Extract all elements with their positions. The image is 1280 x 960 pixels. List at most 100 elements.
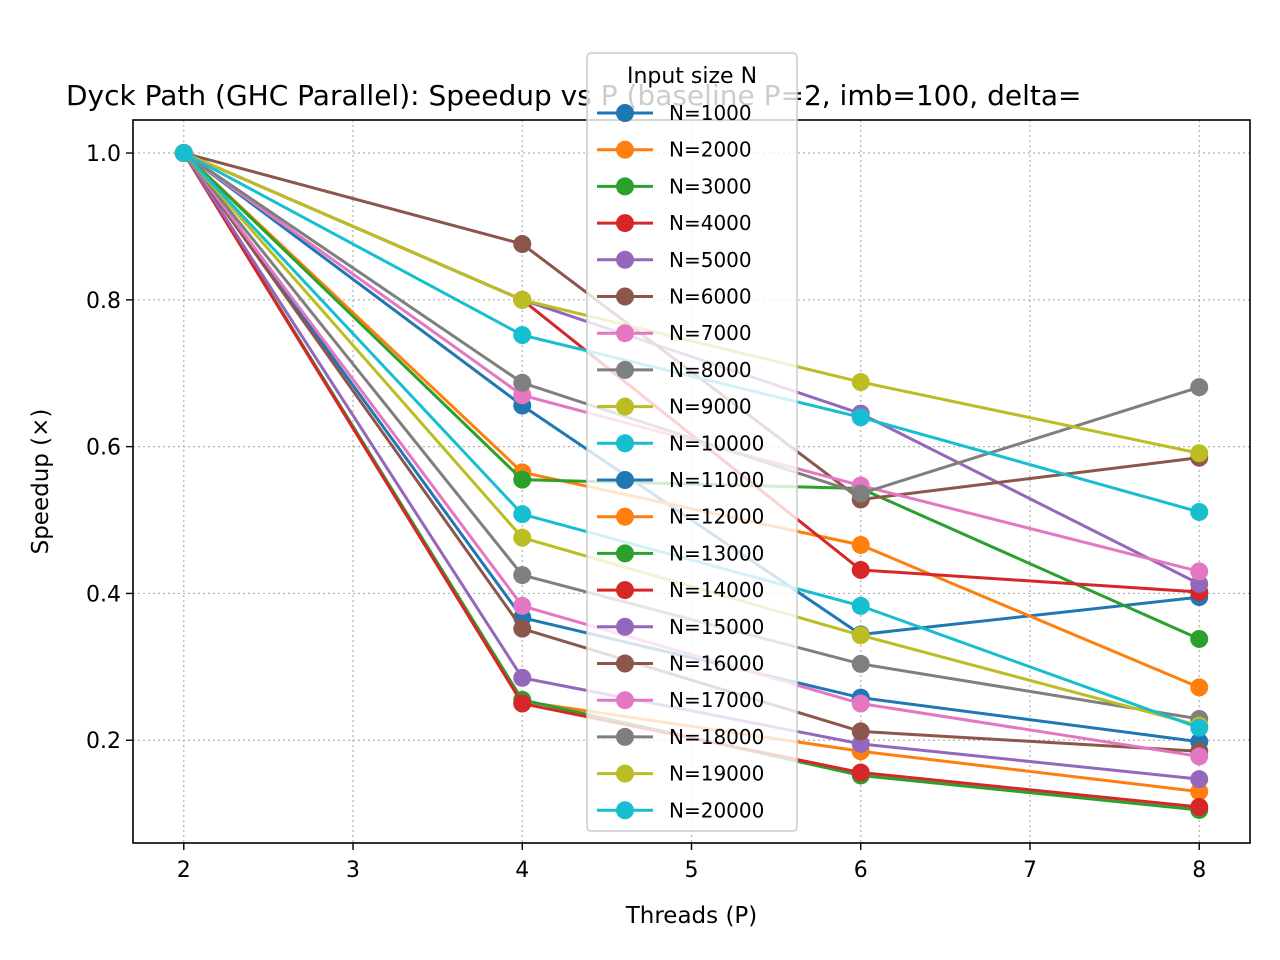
data-point <box>851 734 870 753</box>
legend-item: N=9000 <box>597 395 752 419</box>
legend-label: N=5000 <box>669 248 752 272</box>
legend-item: N=8000 <box>597 358 752 382</box>
legend-swatch-marker <box>616 250 634 269</box>
data-point <box>851 596 870 615</box>
legend-item: N=3000 <box>597 174 752 198</box>
y-tick-label: 0.6 <box>86 436 121 461</box>
legend-item: N=15000 <box>597 615 764 639</box>
y-axis-label: Speedup (×) <box>28 409 54 555</box>
data-point <box>1190 574 1209 593</box>
data-point <box>513 326 532 345</box>
data-point <box>1190 798 1209 817</box>
legend-swatch-marker <box>616 691 634 710</box>
data-point <box>513 694 532 713</box>
data-point <box>851 408 870 427</box>
legend-item: N=7000 <box>597 321 752 345</box>
legend-label: N=9000 <box>669 395 752 419</box>
legend-label: N=1000 <box>669 101 752 125</box>
data-point <box>513 505 532 524</box>
data-point <box>513 566 532 585</box>
legend-swatch-marker <box>616 140 634 159</box>
x-tick-label: 3 <box>346 858 360 883</box>
legend-label: N=13000 <box>669 541 764 565</box>
data-point <box>851 560 870 579</box>
legend-item: N=11000 <box>597 468 764 492</box>
legend-label: N=6000 <box>669 285 752 309</box>
legend-swatch-marker <box>616 544 634 563</box>
legend-swatch-marker <box>616 471 634 489</box>
legend-swatch-marker <box>616 104 634 122</box>
y-tick-label: 0.4 <box>86 582 121 607</box>
legend-swatch-marker <box>616 177 634 196</box>
data-point <box>513 290 532 309</box>
legend-box <box>586 52 798 832</box>
legend-label: N=3000 <box>669 174 752 198</box>
data-point <box>851 763 870 782</box>
legend-swatch-marker <box>616 434 634 453</box>
axis-ticks: 2 3 4 5 6 7 8 0.2 0.4 0.6 0.8 1.0 <box>86 142 1206 883</box>
legend-items: N=1000 N=2000 N=3000 N=4000 N=5000 N=6000 N=70… <box>597 101 764 822</box>
data-point <box>1190 629 1209 648</box>
legend-swatch-marker <box>616 654 634 673</box>
legend-swatch-marker <box>616 801 634 820</box>
data-point <box>1190 678 1209 697</box>
data-point <box>513 373 532 392</box>
data-point <box>513 528 532 547</box>
legend-item: N=10000 <box>597 431 764 455</box>
legend-item: N=13000 <box>597 541 764 565</box>
legend-label: N=19000 <box>669 762 764 786</box>
legend-swatch-marker <box>616 324 634 343</box>
legend-label: N=7000 <box>669 321 752 345</box>
legend-label: N=4000 <box>669 211 752 235</box>
data-point <box>1190 770 1209 789</box>
legend-item: N=18000 <box>597 725 764 749</box>
data-point <box>851 694 870 713</box>
data-point <box>1190 502 1209 521</box>
legend-swatch-marker <box>616 764 634 783</box>
legend-swatch-marker <box>616 287 634 306</box>
data-point <box>1190 747 1209 766</box>
legend-item: N=5000 <box>597 248 752 272</box>
legend-item: N=17000 <box>597 688 764 712</box>
data-point <box>851 535 870 554</box>
data-point <box>1190 782 1209 801</box>
x-tick-label: 2 <box>177 858 191 883</box>
data-point <box>851 654 870 673</box>
data-point <box>513 470 532 489</box>
legend-swatch-marker <box>616 727 634 746</box>
legend-label: N=10000 <box>669 431 764 455</box>
x-axis-label: Threads (P) <box>625 903 758 929</box>
legend-swatch-marker <box>616 507 634 526</box>
legend-swatch-marker <box>616 214 634 233</box>
legend-title: Input size N <box>627 64 757 89</box>
legend-swatch-marker <box>616 581 634 600</box>
data-point <box>513 596 532 615</box>
legend-item: N=20000 <box>597 798 764 822</box>
chart-title: Dyck Path (GHC Parallel): Speedup vs P (… <box>66 79 1081 112</box>
data-point <box>1190 562 1209 581</box>
data-point <box>174 144 193 163</box>
legend: Input size N N=1000 N=2000 N=3000 N=4000 N=5… <box>586 52 798 832</box>
legend-label: N=12000 <box>669 505 764 529</box>
legend-label: N=11000 <box>669 468 764 492</box>
legend-item: N=14000 <box>597 578 764 602</box>
legend-item: N=1000 <box>597 101 752 125</box>
legend-item: N=4000 <box>597 211 752 235</box>
data-point <box>1190 378 1209 397</box>
y-tick-label: 0.8 <box>86 289 121 314</box>
data-point <box>513 619 532 638</box>
x-tick-label: 4 <box>515 858 529 883</box>
x-tick-label: 8 <box>1192 858 1206 883</box>
legend-label: N=18000 <box>669 725 764 749</box>
y-tick-label: 1.0 <box>86 142 121 167</box>
y-tick-label: 0.2 <box>86 729 121 754</box>
x-tick-label: 5 <box>685 858 699 883</box>
legend-swatch-marker <box>616 617 634 636</box>
x-tick-label: 6 <box>854 858 868 883</box>
legend-item: N=6000 <box>597 285 752 309</box>
legend-item: N=16000 <box>597 652 764 676</box>
legend-swatch-marker <box>616 397 634 416</box>
data-point <box>513 235 532 254</box>
data-point <box>1190 444 1209 463</box>
